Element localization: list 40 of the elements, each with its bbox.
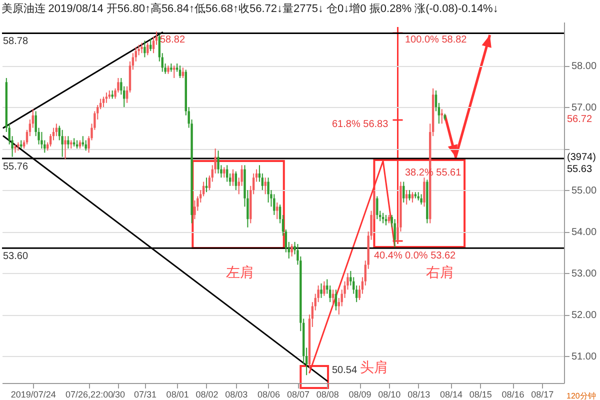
y-tick-label: 57.00: [572, 102, 597, 114]
x-tick-label: 08/08: [316, 390, 339, 400]
annotation: 右肩: [426, 264, 454, 280]
y-tick-label: 53.00: [572, 268, 597, 280]
annotation: 61.8% 56.83: [332, 119, 389, 130]
y-tick-label: 52.00: [572, 310, 597, 322]
chart-title: 美原油连 2019/08/14 开56.80↑高56.84↑低56.68↑收56.72↓量2775↓ 仓0↓增0 振0.28% 涨(-0.08)-0.14%↓: [1, 2, 498, 15]
x-tick-label: 08/06: [258, 390, 280, 400]
x-tick-label: 08/16: [502, 390, 524, 400]
x-tick-label: 08/07: [286, 390, 310, 400]
x-tick-label: 08/02: [196, 390, 218, 400]
annotation: 58.82: [160, 34, 186, 46]
x-tick-label: 07/26,22:00: [66, 390, 114, 400]
x-tick-label: 08/03: [225, 390, 248, 400]
annotation: 头肩: [360, 359, 388, 375]
annotation: 50.54: [332, 365, 358, 376]
ref-line-label: 58.78: [3, 36, 28, 48]
x-tick-label: 08/10: [378, 390, 401, 400]
x-axis-title: 120分钟: [566, 392, 596, 400]
x-tick-label: 2019/07/24: [10, 390, 56, 400]
y-tick-label: 51.00: [572, 352, 597, 363]
x-tick-label: 08/01: [166, 390, 189, 400]
y-tick-label: 58.00: [572, 61, 597, 72]
x-tick-label: 08/09: [348, 390, 372, 400]
annotation: 100.0% 58.82: [405, 34, 468, 46]
text: (3974) 55.63: [567, 152, 596, 175]
ref-line-label: 53.60: [3, 251, 28, 262]
text: 56.72: [567, 114, 592, 125]
x-tick-label: /30: [112, 390, 125, 400]
annotation: 左肩: [226, 264, 254, 280]
annotation: 0.0% 53.62: [405, 250, 456, 262]
y-tick-label: 54.00: [572, 227, 597, 238]
annotation: 40.4%: [374, 250, 402, 262]
x-tick-label: 08/14: [440, 390, 462, 400]
y-tick-label: 55.00: [572, 186, 597, 197]
x-tick-label: 07/31: [134, 390, 156, 400]
ref-line-label: 55.76: [3, 162, 28, 173]
x-tick-label: 08/13: [408, 390, 430, 400]
x-tick-label: 08/15: [469, 390, 492, 400]
x-tick-label: 08/17: [531, 390, 554, 400]
